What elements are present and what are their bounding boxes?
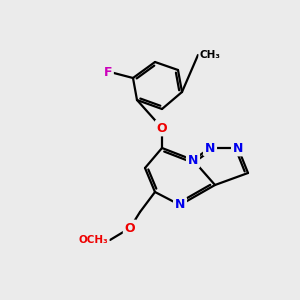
Text: OCH₃: OCH₃ bbox=[78, 235, 108, 245]
Text: N: N bbox=[188, 154, 198, 166]
Text: O: O bbox=[157, 122, 167, 134]
Text: N: N bbox=[205, 142, 215, 154]
Text: CH₃: CH₃ bbox=[200, 50, 221, 60]
Text: O: O bbox=[125, 221, 135, 235]
Text: F: F bbox=[103, 65, 112, 79]
Text: N: N bbox=[175, 199, 185, 212]
Text: N: N bbox=[233, 142, 243, 154]
